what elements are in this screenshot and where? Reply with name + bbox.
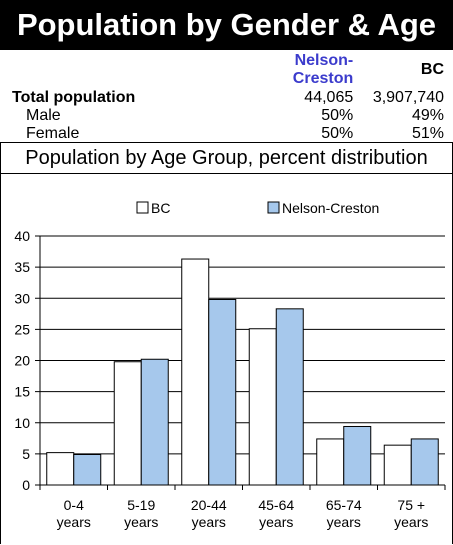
x-tick-label: years: [192, 514, 226, 530]
bar-nelson-creston: [73, 453, 102, 486]
stats-row-bc-value: 3,907,740: [372, 88, 444, 106]
stats-row-local-value: 50%: [321, 106, 354, 124]
stats-row-label: Total population: [12, 88, 136, 106]
y-tick-label: 25: [14, 321, 30, 337]
legend-swatch: [136, 201, 149, 214]
legend-swatch: [267, 201, 280, 214]
bar-nelson-creston: [140, 358, 169, 486]
legend-label: Nelson-Creston: [282, 200, 379, 216]
stats-row-total: Total population 44,065 3,907,740: [12, 88, 444, 106]
stats-row-bc-value: 49%: [411, 106, 444, 124]
bar-nelson-creston: [208, 298, 237, 486]
y-tick-label: 5: [22, 446, 30, 462]
x-tick-label: 20-44: [191, 497, 227, 513]
x-tick-label: years: [327, 514, 361, 530]
x-tick-label: years: [57, 514, 91, 530]
y-tick-label: 10: [14, 415, 30, 431]
y-tick-label: 40: [14, 228, 30, 244]
y-tick-label: 30: [14, 290, 30, 306]
x-tick-label: 0-4: [64, 497, 84, 513]
stats-header-blank: [12, 52, 265, 88]
bar-bc: [46, 452, 75, 486]
y-tick-label: 15: [14, 384, 30, 400]
y-tick-label: 35: [14, 259, 30, 275]
stats-row-label: Male: [26, 106, 61, 124]
population-stats-table: Nelson-Creston BC Total population 44,06…: [12, 52, 444, 142]
stats-header-bc: BC: [420, 61, 444, 78]
x-tick-label: 75 +: [397, 497, 425, 513]
stats-header-row: Nelson-Creston BC: [12, 52, 444, 88]
stats-row-female: Female 50% 51%: [12, 124, 444, 142]
bar-nelson-creston: [275, 308, 304, 486]
bar-nelson-creston: [343, 425, 372, 486]
bar-bc: [113, 361, 142, 486]
stats-header-nelson-creston: Nelson-Creston: [292, 52, 354, 87]
stats-row-local-value: 50%: [321, 124, 354, 142]
stats-row-label: Female: [26, 124, 80, 142]
stats-row-local-value: 44,065: [304, 88, 354, 106]
x-tick-label: 5-19: [127, 497, 155, 513]
bar-bc: [383, 444, 412, 486]
x-tick-label: 65-74: [326, 497, 362, 513]
x-tick-label: 45-64: [258, 497, 294, 513]
chart-subtitle: Population by Age Group, percent distrib…: [0, 142, 453, 174]
stats-row-male: Male 50% 49%: [12, 106, 444, 124]
page-title: Population by Gender & Age: [0, 0, 453, 50]
legend-label: BC: [151, 200, 170, 216]
x-tick-label: years: [259, 514, 293, 530]
stats-row-bc-value: 51%: [411, 124, 444, 142]
x-tick-label: years: [124, 514, 158, 530]
bar-bc: [316, 438, 345, 486]
bar-bc: [248, 328, 277, 486]
bar-bc: [181, 258, 210, 486]
x-tick-label: years: [394, 514, 428, 530]
bar-nelson-creston: [410, 438, 439, 486]
y-tick-label: 0: [22, 477, 30, 493]
age-group-bar-chart: 05101520253035400-4years5-19years20-44ye…: [14, 200, 446, 530]
y-tick-label: 20: [14, 353, 30, 369]
